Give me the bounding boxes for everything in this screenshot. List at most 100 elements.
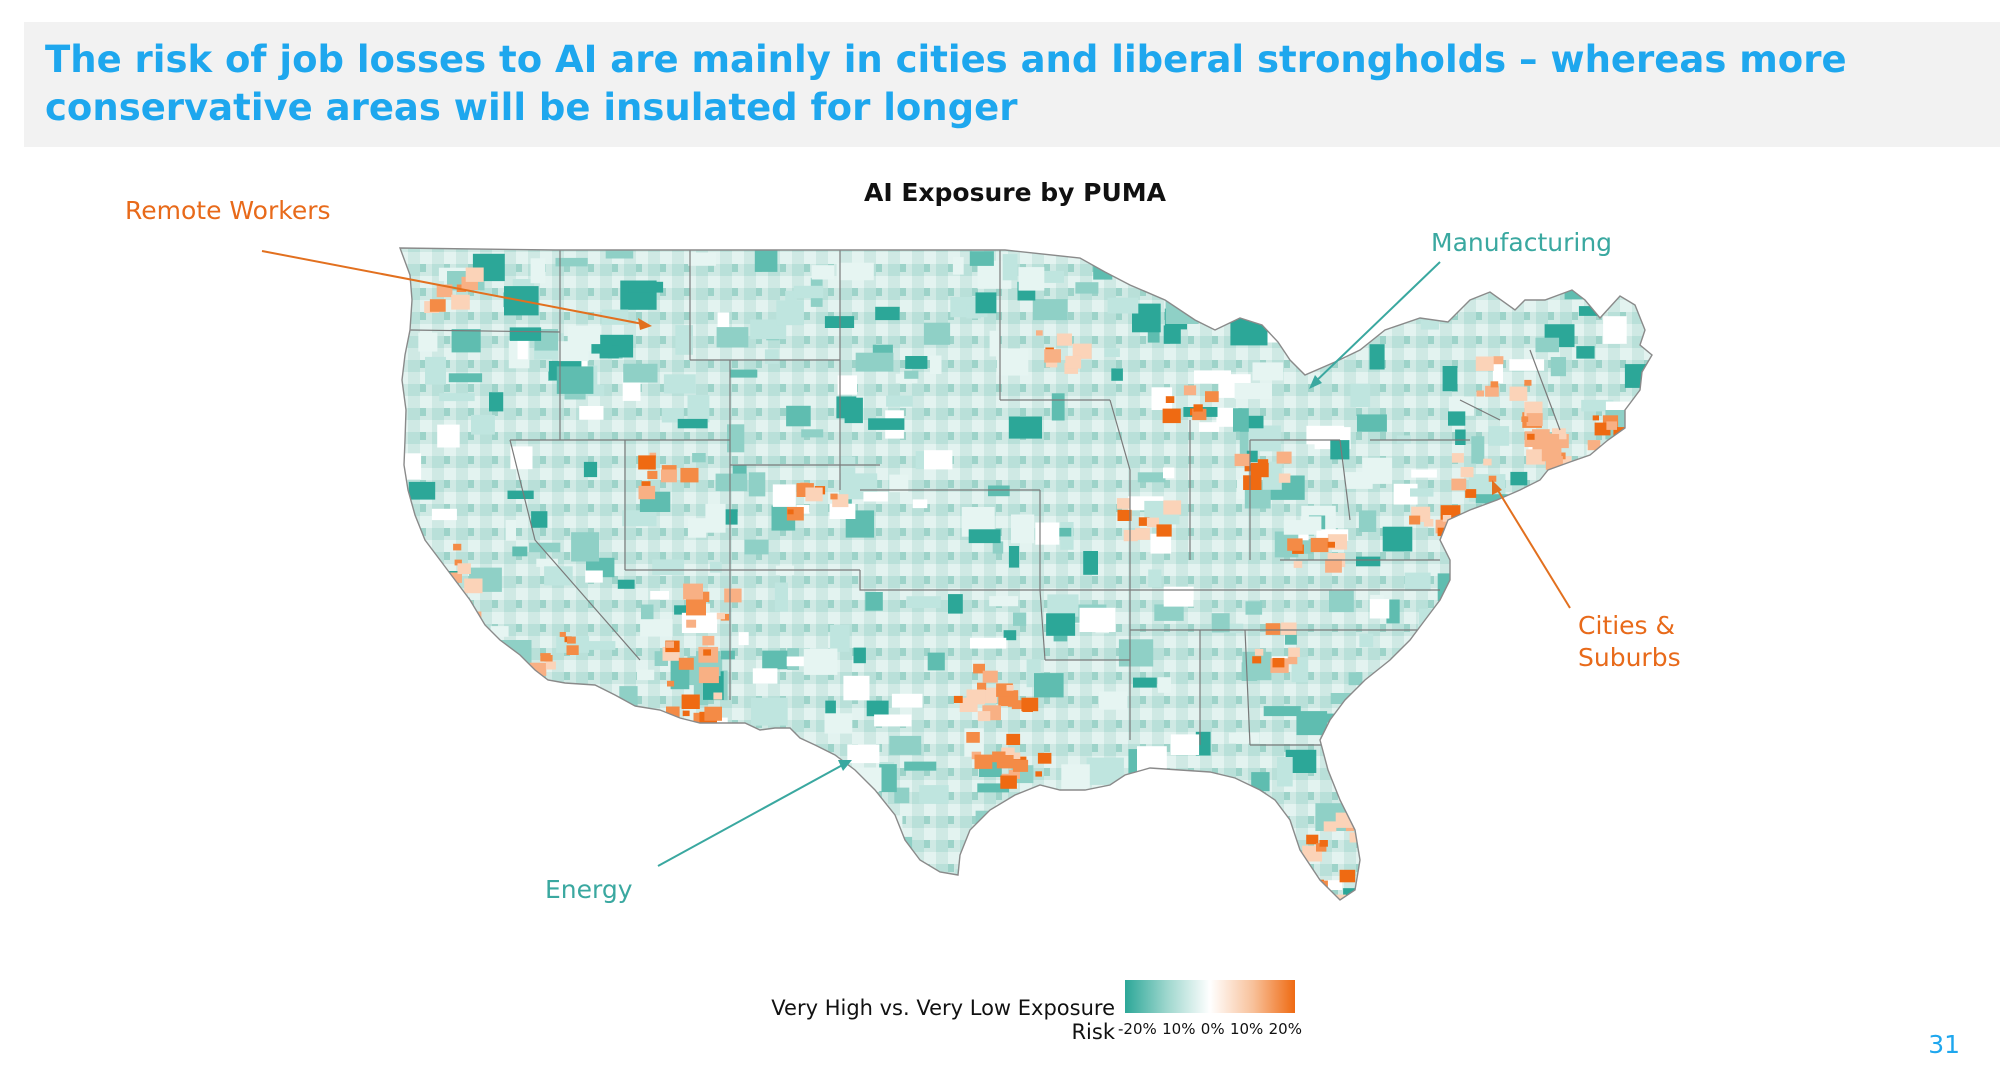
puma-patch [617, 579, 635, 589]
high-exposure-patch [638, 455, 656, 470]
high-exposure-patch [966, 689, 986, 705]
puma-patch [442, 608, 456, 630]
puma-patch [507, 490, 534, 499]
high-exposure-patch [1163, 500, 1182, 515]
puma-patch [1369, 344, 1385, 370]
puma-patch [1163, 848, 1179, 870]
puma-patch [556, 636, 590, 653]
puma-patch [1368, 877, 1396, 896]
puma-patch [1411, 469, 1437, 478]
high-exposure-patch [1322, 894, 1330, 900]
puma-patch [1510, 726, 1532, 757]
puma-patch [1151, 266, 1179, 278]
puma-patch [1011, 514, 1035, 544]
puma-patch [1023, 837, 1053, 856]
high-exposure-patch [1156, 524, 1172, 537]
puma-patch [623, 363, 658, 383]
puma-patch [516, 863, 534, 877]
puma-patch [1359, 633, 1374, 648]
puma-patch [894, 787, 910, 804]
puma-patch [1404, 572, 1431, 592]
puma-patch [442, 597, 470, 607]
high-exposure-patch [667, 680, 675, 687]
puma-patch [636, 669, 655, 681]
puma-patch [1192, 268, 1206, 292]
high-exposure-patch [660, 469, 677, 483]
puma-patch [462, 685, 487, 716]
puma-patch [586, 819, 600, 840]
high-exposure-patch [1319, 896, 1328, 900]
high-exposure-patch [566, 645, 579, 655]
puma-patch [1036, 896, 1056, 900]
high-exposure-patch [665, 641, 674, 648]
puma-patch [1118, 639, 1154, 667]
puma-patch [1448, 396, 1475, 416]
puma-patch [517, 334, 528, 360]
puma-patch [1263, 706, 1301, 717]
high-exposure-patch [1483, 458, 1492, 466]
puma-patch [1623, 251, 1637, 274]
puma-patch [550, 720, 587, 748]
puma-patch [1284, 256, 1301, 268]
puma-patch [1576, 346, 1595, 359]
puma-patch [1630, 271, 1652, 298]
high-exposure-patch [678, 657, 694, 670]
puma-patch [489, 392, 504, 412]
puma-patch [1402, 744, 1435, 768]
puma-patch [1610, 850, 1645, 875]
puma-patch [1498, 527, 1511, 538]
high-exposure-patch [1316, 843, 1327, 852]
high-exposure-patch [1287, 538, 1303, 551]
puma-patch [1503, 717, 1515, 734]
high-exposure-patch [1527, 433, 1535, 440]
high-exposure-patch [1265, 623, 1281, 635]
page-number: 31 [1928, 1030, 1960, 1059]
puma-patch [1291, 531, 1309, 541]
puma-patch [704, 771, 719, 788]
puma-patch [738, 887, 754, 900]
puma-patch [1029, 870, 1044, 885]
puma-patch [1477, 859, 1494, 885]
puma-patch [772, 484, 796, 507]
high-exposure-patch [680, 467, 699, 483]
puma-patch [1545, 577, 1577, 592]
puma-patch [1035, 787, 1050, 817]
puma-patch [866, 700, 889, 717]
puma-patch [807, 844, 822, 863]
puma-patch [677, 418, 708, 429]
puma-patch [601, 832, 626, 851]
high-exposure-patch [449, 594, 467, 608]
high-exposure-patch [559, 632, 566, 637]
high-exposure-patch [464, 578, 483, 594]
high-exposure-patch [704, 706, 722, 721]
puma-patch [1387, 708, 1406, 729]
puma-patch [692, 453, 706, 463]
puma-patch [1504, 570, 1516, 590]
high-exposure-patch [1323, 821, 1337, 832]
puma-patch [1594, 459, 1617, 479]
high-exposure-patch [1013, 759, 1029, 772]
puma-patch [531, 511, 548, 528]
puma-patch [663, 374, 696, 394]
puma-patch [619, 813, 640, 837]
puma-patch [1567, 744, 1589, 764]
puma-patch [853, 647, 866, 664]
high-exposure-patch [805, 487, 823, 502]
high-exposure-patch [703, 649, 711, 656]
puma-patch [681, 755, 711, 768]
high-exposure-patch [1001, 747, 1015, 759]
puma-patch [1475, 494, 1509, 504]
high-exposure-patch [1455, 480, 1465, 488]
puma-patch [1111, 368, 1123, 381]
puma-patch [688, 252, 716, 266]
puma-patch [1358, 510, 1377, 532]
puma-patch [1070, 880, 1083, 896]
legend-label: Very High vs. Very Low Exposure Risk [771, 996, 1115, 1044]
puma-patch [962, 891, 977, 900]
legend-tick: -20% [1118, 1020, 1157, 1038]
high-exposure-patch [1250, 462, 1269, 478]
puma-patch [879, 764, 897, 793]
high-exposure-patch [1006, 685, 1014, 691]
puma-patch [1504, 689, 1535, 718]
puma-patch [1063, 856, 1074, 885]
